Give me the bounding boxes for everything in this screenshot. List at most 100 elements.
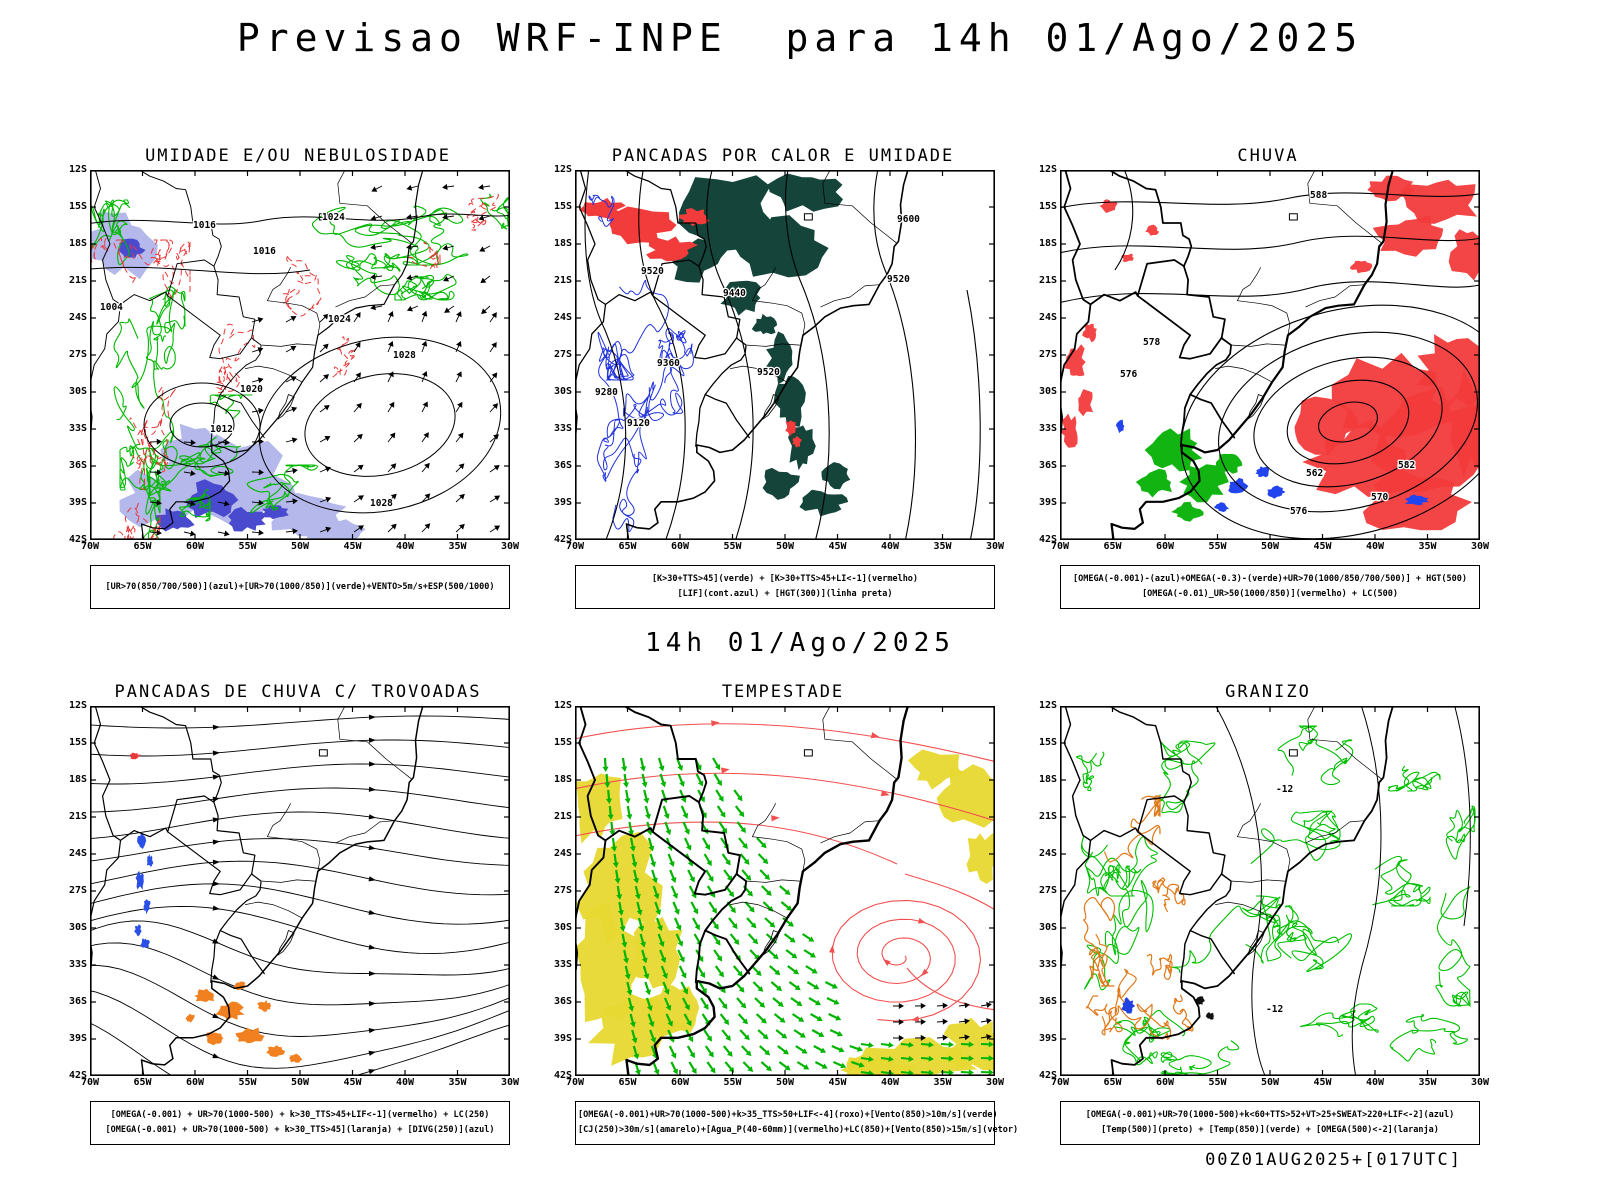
lon-label: 55W [723,1077,742,1088]
lat-label: 33S [1038,423,1057,434]
svg-text:588: 588 [1310,190,1327,201]
lon-label: 45W [1313,541,1332,552]
lon-label: 70W [80,1077,100,1088]
lat-label: 33S [553,423,572,434]
panel-row-1: UMIDADE E/OU NEBULOSIDADE 12S 15S 18S 21S 24… [58,146,1489,609]
lat-axis: 12S 15S 18S 21S 24S 27S 30S 33S 36S 39S 42S [543,164,575,545]
caption-line: [K>30+TTS>45](verde) + [K>30+TTS>45+LI<-… [651,574,919,584]
lat-label: 12S [68,164,87,175]
valid-time-label: 14h 01/Ago/2025 [645,628,955,658]
lon-label: 70W [80,541,100,552]
lat-label: 27S [553,885,572,896]
panel-granizo: GRANIZO 12S 15S 18S 21S 24S 27S 30S 33S 36S 39S 42… [1028,682,1489,1145]
lon-label: 70W [1050,541,1070,552]
lat-label: 27S [68,885,87,896]
lat-label: 15S [68,201,87,212]
lat-label: 21S [1038,811,1057,822]
lon-label: 60W [1155,541,1175,552]
svg-text:1016: 1016 [193,220,216,231]
lat-label: 36S [1038,996,1057,1007]
svg-text:578: 578 [1143,337,1160,348]
panel-title: CHUVA [1237,146,1299,166]
lat-label: 36S [68,460,87,471]
lon-label: 65W [1103,541,1122,552]
svg-text:1024: 1024 [328,314,351,325]
lon-label: 50W [775,541,795,552]
lat-axis: 12S 15S 18S 21S 24S 27S 30S 33S 36S 39S 42S [1028,164,1060,545]
lon-label: 40W [395,1077,415,1088]
lon-label: 70W [565,1077,585,1088]
svg-text:9440: 9440 [723,288,746,299]
lat-label: 18S [553,774,572,785]
lon-axis: 70W 65W 60W 55W 50W 45W 40W 35W 30W [81,1076,519,1092]
lon-label: 50W [290,541,310,552]
panel-title: TEMPESTADE [721,682,845,702]
lon-label: 30W [1470,1077,1490,1088]
lat-axis: 12S 15S 18S 21S 24S 27S 30S 33S 36S 39S 42S [58,700,90,1081]
lon-label: 30W [985,541,1005,552]
svg-text:1016: 1016 [253,246,276,257]
lat-label: 39S [553,497,572,508]
lat-label: 12S [553,700,572,711]
lat-label: 36S [1038,460,1057,471]
caption-box: [K>30+TTS>45](verde) + [K>30+TTS>45+LI<-… [575,565,995,609]
lon-label: 40W [1365,541,1385,552]
lon-label: 55W [238,541,257,552]
lon-label: 65W [1103,1077,1122,1088]
run-timestamp: 00Z01AUG2025+[017UTC] [1205,1150,1462,1170]
caption-line: [UR>70(850/700/500)](azul)+[UR>70(1000/8… [105,581,495,592]
lon-label: 60W [185,1077,205,1088]
lat-label: 18S [68,774,87,785]
lon-label: 35W [1418,1077,1437,1088]
lat-label: 12S [1038,700,1057,711]
lat-label: 21S [68,275,87,286]
svg-text:-12: -12 [1276,784,1293,795]
lat-label: 42S [1038,534,1057,545]
caption-line: [OMEGA(-0.001) + UR>70(1000-500) + k>30_… [105,1125,495,1135]
caption-line: [LIF](cont.azul) + [HGT(300)](linha pret… [677,589,893,599]
lon-label: 65W [133,1077,152,1088]
svg-text:1028: 1028 [393,350,416,361]
lat-label: 30S [68,922,87,933]
lat-label: 27S [1038,885,1057,896]
svg-text:9120: 9120 [627,418,650,429]
caption-box: [OMEGA(-0.001)+UR>70(1000-500)+k<60+TTS>… [1060,1101,1480,1145]
lat-label: 27S [553,349,572,360]
lat-label: 42S [553,1070,572,1081]
lon-label: 30W [985,1077,1005,1088]
lon-label: 30W [500,1077,520,1088]
map-canvas-granizo: -12 -12 [1060,706,1480,1076]
panel-pancadas-calor: PANCADAS POR CALOR E UMIDADE 12S 15S 18S 21… [543,146,1004,609]
panel-chuva: CHUVA 12S 15S 18S 21S 24S 27S 30S 33S 36S 39S 42S … [1028,146,1489,609]
caption-box: [OMEGA(-0.001)-(azul)+OMEGA(-0.3)-(verde… [1060,565,1480,609]
lat-label: 21S [68,811,87,822]
lat-label: 18S [1038,774,1057,785]
svg-text:1024: 1024 [322,212,345,223]
lat-label: 12S [1038,164,1057,175]
svg-text:1004: 1004 [100,302,123,313]
lat-label: 39S [553,1033,572,1044]
svg-text:9360: 9360 [657,358,680,369]
lat-label: 27S [1038,349,1057,360]
lat-label: 30S [553,386,572,397]
lat-label: 18S [68,238,87,249]
lat-label: 36S [68,996,87,1007]
lat-label: 21S [1038,275,1057,286]
lon-label: 60W [670,1077,690,1088]
svg-text:9520: 9520 [757,367,780,378]
lat-label: 36S [553,460,572,471]
lat-label: 21S [553,275,572,286]
map-granizo: -12 -12 [1060,706,1480,1076]
lon-label: 65W [618,1077,637,1088]
caption-box: [OMEGA(-0.001) + UR>70(1000-500) + k>30_… [90,1101,510,1145]
svg-text:9280: 9280 [595,387,618,398]
lon-label: 55W [238,1077,257,1088]
lat-label: 33S [1038,959,1057,970]
lat-label: 39S [68,497,87,508]
lat-label: 24S [553,312,572,323]
svg-text:1028: 1028 [370,498,393,509]
map-canvas-trovoadas [90,706,510,1076]
svg-text:562: 562 [1306,468,1323,479]
lon-label: 35W [448,541,467,552]
